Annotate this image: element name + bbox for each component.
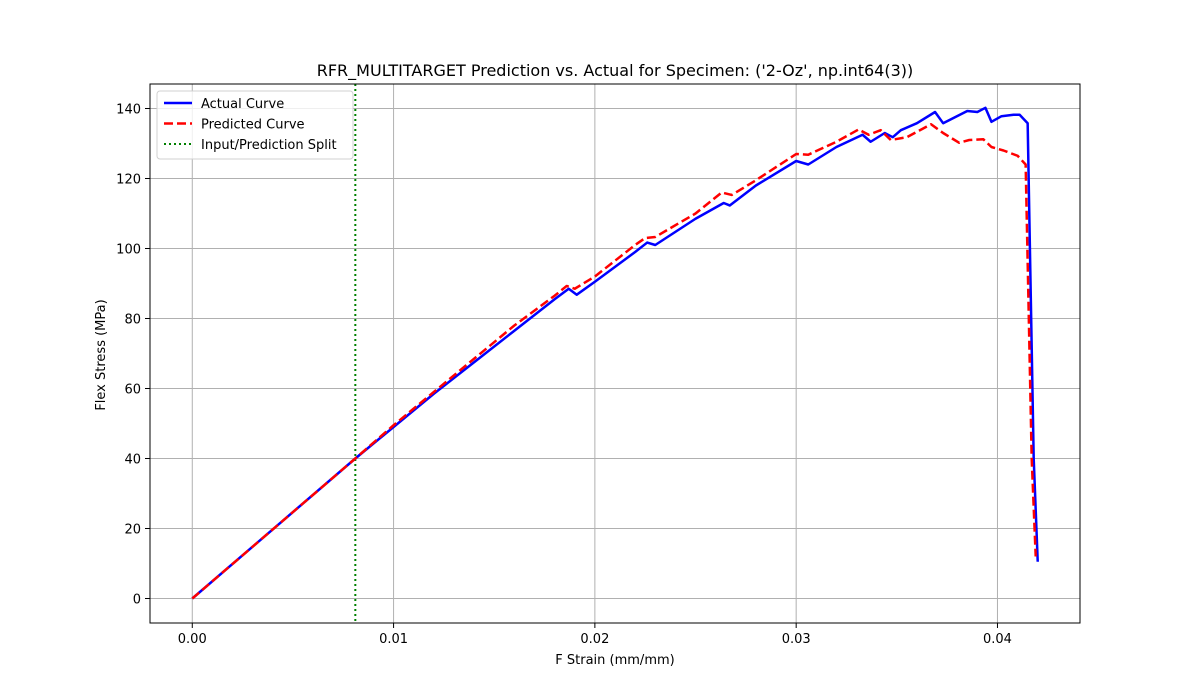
y-axis-label: Flex Stress (MPa) bbox=[94, 299, 109, 410]
chart-title: RFR_MULTITARGET Prediction vs. Actual fo… bbox=[317, 61, 914, 81]
x-tick-label: 0.02 bbox=[580, 632, 609, 647]
x-tick-label: 0.00 bbox=[178, 632, 207, 647]
legend-label: Actual Curve bbox=[201, 97, 284, 112]
legend-box bbox=[156, 90, 354, 160]
actual-curve-line bbox=[191, 106, 1039, 600]
tick-layer: 0.00 0.01 0.02 0.03 0.04 0 20 40 60 80 100 120 140 bbox=[116, 103, 1012, 648]
y-tick-label: 60 bbox=[124, 383, 141, 398]
y-tick-label: 140 bbox=[116, 103, 141, 118]
x-tick-label: 0.01 bbox=[379, 632, 408, 647]
y-tick-label: 0 bbox=[133, 593, 141, 608]
plot-frame bbox=[149, 83, 1081, 624]
grid-layer bbox=[150, 84, 1080, 623]
y-tick-label: 80 bbox=[124, 313, 141, 328]
y-tick-label: 120 bbox=[116, 173, 141, 188]
legend: Actual Curve Predicted Curve Input/Predict… bbox=[156, 90, 354, 160]
legend-label: Input/Prediction Split bbox=[201, 138, 337, 153]
y-tick-label: 20 bbox=[124, 523, 141, 538]
series-layer bbox=[191, 106, 1039, 600]
y-tick-label: 100 bbox=[116, 243, 141, 258]
x-axis-label: F Strain (mm/mm) bbox=[555, 653, 674, 668]
x-tick-label: 0.04 bbox=[983, 632, 1012, 647]
predicted-curve-line bbox=[191, 123, 1037, 600]
y-tick-label: 40 bbox=[124, 453, 141, 468]
x-tick-label: 0.03 bbox=[782, 632, 811, 647]
legend-label: Predicted Curve bbox=[201, 118, 305, 133]
